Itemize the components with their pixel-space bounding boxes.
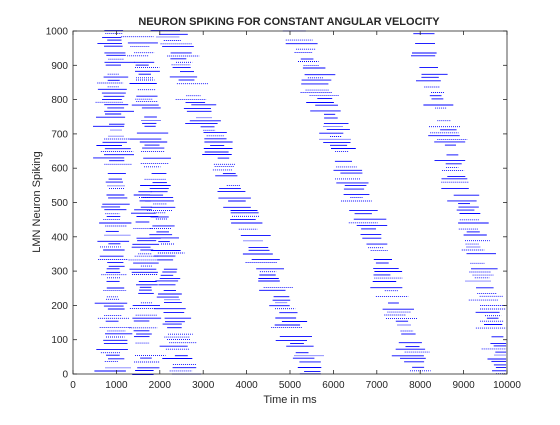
x-tick-label: 0: [70, 380, 76, 391]
y-tick-label: 800: [51, 95, 68, 106]
x-tick-label: 8000: [409, 380, 432, 391]
y-tick-label: 600: [51, 164, 68, 175]
spike-raster: [93, 30, 507, 375]
y-tick-label: 100: [51, 335, 68, 346]
y-tick-label: 500: [51, 198, 68, 209]
x-tick-label: 9000: [452, 380, 475, 391]
x-axis-label: Time in ms: [263, 394, 317, 406]
x-tick-label: 7000: [366, 380, 389, 391]
y-tick-label: 700: [51, 129, 68, 140]
y-axis-label: LMN Neuron Spiking: [31, 151, 43, 253]
x-tick-label: 3000: [192, 380, 215, 391]
x-tick-label: 6000: [322, 380, 345, 391]
x-tick-label: 4000: [235, 380, 258, 391]
x-tick-label: 2000: [149, 380, 172, 391]
x-tick-label: 10000: [493, 380, 521, 391]
y-tick-label: 300: [51, 267, 68, 278]
x-axis-ticks: 0 1000 2000 3000 4000 5000 6000 7000 8000 9000 100…: [70, 31, 521, 391]
y-tick-label: 400: [51, 232, 68, 243]
y-tick-label: 200: [51, 301, 68, 312]
x-tick-label: 1000: [105, 380, 128, 391]
y-tick-label: 1000: [46, 27, 69, 38]
x-tick-label: 5000: [279, 380, 302, 391]
chart-title: NEURON SPIKING FOR CONSTANT ANGULAR VELO…: [138, 16, 440, 28]
y-axis-ticks: 0 100 200 300 400 500 600 700 800 900 1000: [46, 27, 507, 381]
y-tick-label: 900: [51, 61, 68, 72]
y-tick-label: 0: [62, 370, 68, 381]
